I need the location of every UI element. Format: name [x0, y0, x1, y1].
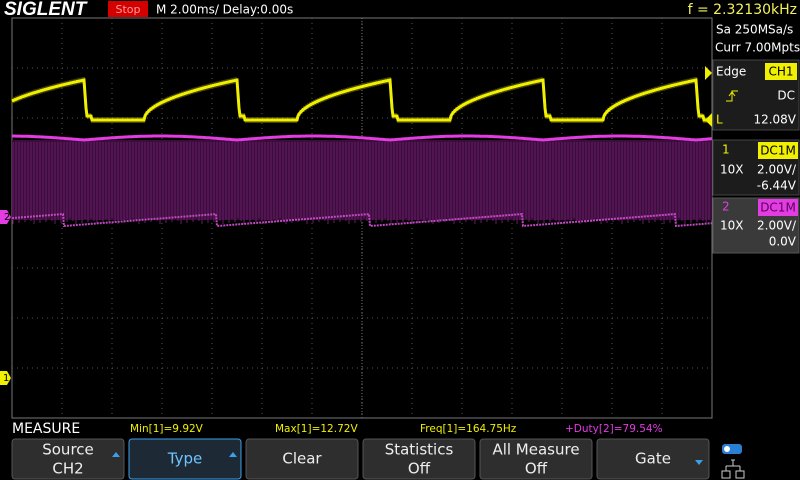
softkey-label[interactable]: Clear: [282, 450, 322, 468]
network-icon: [725, 459, 741, 471]
trigger-source-box: [765, 63, 797, 80]
measure-item: +Duty[2]=79.54%: [565, 423, 663, 435]
network-node: [721, 470, 731, 479]
ch2-pulses: [12, 142, 710, 224]
ch2-coupling: DC1M: [760, 201, 796, 215]
ch2-probe: 10X: [720, 219, 744, 233]
ch1-marker: [0, 371, 11, 385]
toggle-knob: [724, 446, 730, 452]
softkey-label[interactable]: Source: [42, 441, 94, 459]
ch2-marker: [0, 210, 11, 224]
softkey[interactable]: Clear: [245, 438, 359, 480]
network-node: [735, 470, 745, 479]
softkey-label[interactable]: Statistics: [385, 441, 454, 459]
trigger-level: 12.08V: [753, 113, 796, 127]
ch2-number: 2: [722, 200, 730, 214]
trigger-type: Edge: [716, 65, 746, 79]
waveforms: [11, 77, 713, 228]
ch1-offset: -6.44V: [757, 179, 797, 193]
softkey-arrow[interactable]: [112, 452, 120, 457]
frequency: f = 2.32130kHz: [688, 2, 797, 18]
softkey-arrow[interactable]: [695, 460, 703, 465]
softkey-arrow[interactable]: [229, 452, 237, 457]
ch2-coupling-box: [758, 199, 798, 216]
timebase: M 2.00ms/ Delay:0.00s: [156, 3, 293, 17]
measure-item: Min[1]=9.92V: [130, 423, 204, 435]
ch1-probe: 10X: [720, 163, 744, 177]
brand: SIGLENT: [4, 0, 88, 20]
softkey-value[interactable]: Off: [408, 460, 431, 478]
softkey-label[interactable]: Type: [167, 450, 202, 468]
ch2-low-trace: [11, 213, 713, 228]
sample-rate: Sa 250MSa/s: [716, 23, 793, 37]
trigger-coupling: DC: [777, 89, 795, 103]
measure-item: Freq[1]=164.75Hz: [420, 423, 517, 435]
measure-label: MEASURE: [12, 421, 80, 437]
trigger-level-marker-label: L: [716, 113, 723, 127]
ch2-scale: 2.00V/: [757, 219, 797, 233]
edge-icon: [726, 90, 738, 102]
ch2-high-trace: [12, 134, 713, 142]
memory-depth: Curr 7.00Mpts: [715, 41, 800, 55]
ch1-coupling-box: [758, 142, 798, 159]
softkey-bg[interactable]: [11, 438, 125, 480]
softkey-bg[interactable]: [245, 438, 359, 480]
softkey[interactable]: Type: [128, 438, 242, 480]
softkey-bg[interactable]: [596, 438, 710, 480]
ch1-trace: [11, 78, 712, 122]
softkey-value[interactable]: Off: [525, 460, 548, 478]
ch2-offset: 0.0V: [769, 235, 797, 249]
ch2-marker-label: 2: [4, 212, 10, 223]
trigger-arrow: [705, 66, 712, 80]
ch1-marker-label: 1: [3, 373, 9, 384]
measure-item: Max[1]=12.72V: [275, 423, 358, 435]
softkey-bg[interactable]: [128, 438, 242, 480]
status-box: [108, 1, 148, 17]
ch1-coupling: DC1M: [760, 144, 796, 158]
softkey-value[interactable]: CH2: [52, 460, 83, 478]
softkey[interactable]: Gate: [596, 438, 710, 480]
trigger-level-marker: [705, 113, 712, 127]
softkey-label[interactable]: Gate: [635, 450, 671, 468]
trigger-source: CH1: [768, 65, 793, 79]
softkey-label[interactable]: All Measure: [492, 441, 579, 459]
ch1-number: 1: [722, 143, 730, 157]
status: Stop: [115, 3, 140, 16]
softkey-bg[interactable]: [362, 438, 476, 480]
ch1-scale: 2.00V/: [757, 163, 797, 177]
softkey-bg[interactable]: [479, 438, 593, 480]
